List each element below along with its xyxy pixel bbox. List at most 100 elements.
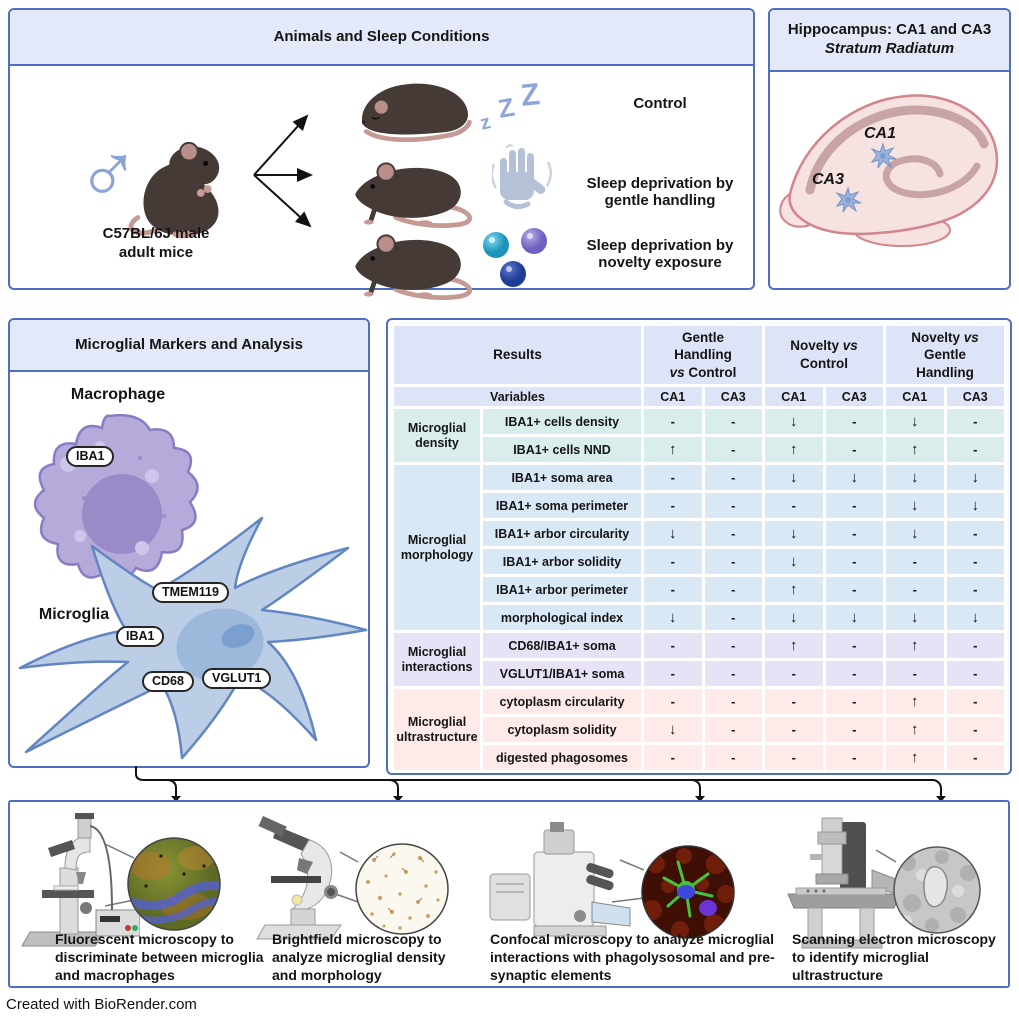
microscopy-caption-sem: Scanning electron microscopy to identify… bbox=[792, 931, 996, 984]
comparison-header-text: Control bbox=[800, 356, 848, 371]
result-cell: ↓ bbox=[946, 493, 1004, 518]
subject-caption-line2: adult mice bbox=[118, 244, 194, 261]
result-cell: - bbox=[644, 661, 702, 686]
iba1-macrophage-pill: IBA1 bbox=[66, 446, 115, 467]
variable-cell: IBA1+ arbor solidity bbox=[483, 549, 641, 574]
table-row: cytoplasm solidity ↓ - - - ↑ - bbox=[394, 717, 1004, 742]
result-cell: ↓ bbox=[825, 465, 883, 490]
subject-caption-line1: C57BL/6J male bbox=[102, 225, 210, 242]
result-cell: - bbox=[946, 409, 1004, 434]
result-cell: ↓ bbox=[886, 409, 944, 434]
result-cell: - bbox=[704, 633, 762, 658]
comparison-group-header: Novelty vs Control bbox=[765, 326, 883, 384]
comparison-header-text: Gentle bbox=[681, 329, 724, 345]
microglia-illustration bbox=[18, 516, 368, 760]
male-symbol-icon: ♂ bbox=[76, 123, 141, 219]
result-cell: - bbox=[765, 717, 823, 742]
result-cell: ↓ bbox=[765, 465, 823, 490]
site-header: CA1 bbox=[886, 387, 944, 406]
table-row: IBA1+ cells NND ↑ - ↑ - ↑ - bbox=[394, 437, 1004, 462]
result-cell: - bbox=[704, 717, 762, 742]
comparison-header-text: Handling bbox=[916, 364, 974, 380]
result-cell: ↓ bbox=[765, 409, 823, 434]
tmem119-pill: TMEM119 bbox=[152, 582, 229, 603]
result-cell: - bbox=[886, 661, 944, 686]
macrophage-label: Macrophage bbox=[70, 386, 166, 403]
result-cell: - bbox=[825, 577, 883, 602]
comparison-header-text: Novelty bbox=[790, 338, 843, 354]
result-cell: - bbox=[946, 745, 1004, 770]
condition-label-gentle-handling: Sleep deprivation by gentle handling bbox=[570, 175, 750, 209]
comparison-header-text: vs bbox=[963, 329, 979, 345]
result-cell: - bbox=[825, 633, 883, 658]
result-cell: - bbox=[704, 409, 762, 434]
result-cell: ↑ bbox=[765, 437, 823, 462]
site-header: CA3 bbox=[946, 387, 1004, 406]
site-header: CA3 bbox=[825, 387, 883, 406]
result-cell: ↓ bbox=[886, 493, 944, 518]
variable-cell: VGLUT1/IBA1+ soma bbox=[483, 661, 641, 686]
result-cell: - bbox=[644, 745, 702, 770]
result-cell: - bbox=[704, 689, 762, 714]
condition-label-line: Sleep deprivation by bbox=[586, 175, 734, 192]
result-cell: ↓ bbox=[765, 605, 823, 630]
result-cell: ↑ bbox=[886, 689, 944, 714]
result-cell: - bbox=[644, 409, 702, 434]
result-cell: - bbox=[946, 577, 1004, 602]
result-cell: - bbox=[825, 689, 883, 714]
confocal-microscope-icon bbox=[489, 822, 631, 937]
condition-label-line: Sleep deprivation by bbox=[586, 237, 734, 254]
condition-label-line: gentle handling bbox=[604, 192, 716, 209]
result-cell: ↓ bbox=[886, 465, 944, 490]
result-cell: ↓ bbox=[886, 605, 944, 630]
fluorescent-microscope-icon bbox=[21, 813, 140, 947]
results-header: Results bbox=[394, 326, 641, 384]
result-cell: - bbox=[886, 577, 944, 602]
subject-caption: C57BL/6J male adult mice bbox=[76, 224, 236, 262]
table-row: morphological index ↓ - ↓ ↓ ↓ ↓ bbox=[394, 605, 1004, 630]
row-group-label: Microglial morphology bbox=[394, 465, 480, 630]
result-cell: - bbox=[765, 745, 823, 770]
result-cell: - bbox=[825, 661, 883, 686]
zzz-icon: z Z Z bbox=[478, 78, 542, 135]
flow-connector-arrows bbox=[135, 766, 946, 802]
novelty-balls-icon bbox=[483, 228, 547, 287]
microscopy-caption-brightfield: Brightfield microscopy to analyze microg… bbox=[272, 931, 446, 984]
comparison-header-text: Gentle bbox=[923, 347, 966, 363]
result-cell: - bbox=[704, 493, 762, 518]
microscopy-caption-confocal: Confocal microscopy to analyze microglia… bbox=[490, 931, 775, 984]
awake-mouse-icon bbox=[355, 234, 473, 300]
results-table: Results Gentle Handling vs Control Novelty v… bbox=[391, 323, 1007, 773]
result-cell: - bbox=[644, 689, 702, 714]
table-row: Microglial density IBA1+ cells density - - ↓… bbox=[394, 409, 1004, 462]
variable-cell: morphological index bbox=[483, 605, 641, 630]
result-cell: ↑ bbox=[644, 437, 702, 462]
result-cell: - bbox=[825, 717, 883, 742]
result-cell: - bbox=[825, 521, 883, 546]
result-cell: - bbox=[825, 549, 883, 574]
variable-cell: CD68/IBA1+ soma bbox=[483, 633, 641, 658]
animals-panel-title: Animals and Sleep Conditions bbox=[10, 10, 753, 66]
result-cell: - bbox=[704, 549, 762, 574]
sleeping-mouse-icon bbox=[361, 83, 472, 143]
result-cell: - bbox=[704, 521, 762, 546]
result-cell: - bbox=[946, 689, 1004, 714]
result-cell: ↓ bbox=[886, 521, 944, 546]
fluorescence-micrograph bbox=[127, 837, 221, 931]
sem-micrograph bbox=[893, 846, 981, 934]
condition-label-line: Control bbox=[633, 95, 687, 112]
comparison-header-text: Handling bbox=[674, 347, 732, 363]
zzz-letter: Z bbox=[496, 92, 517, 124]
variable-cell: IBA1+ arbor circularity bbox=[483, 521, 641, 546]
awake-mouse-icon bbox=[355, 162, 473, 228]
row-group-label: Microglial ultrastructure bbox=[394, 689, 480, 770]
result-cell: - bbox=[825, 493, 883, 518]
markers-panel: Microglial Markers and Analysis Macropha… bbox=[8, 318, 370, 768]
result-cell: ↓ bbox=[946, 605, 1004, 630]
microscopy-panel: Fluorescent microscopy to discriminate b… bbox=[8, 800, 1010, 988]
variable-cell: IBA1+ arbor perimeter bbox=[483, 577, 641, 602]
vglut1-pill: VGLUT1 bbox=[202, 668, 272, 689]
condition-label-control: Control bbox=[570, 95, 750, 112]
table-row: IBA1+ arbor circularity ↓ - ↓ - ↓ - bbox=[394, 521, 1004, 546]
